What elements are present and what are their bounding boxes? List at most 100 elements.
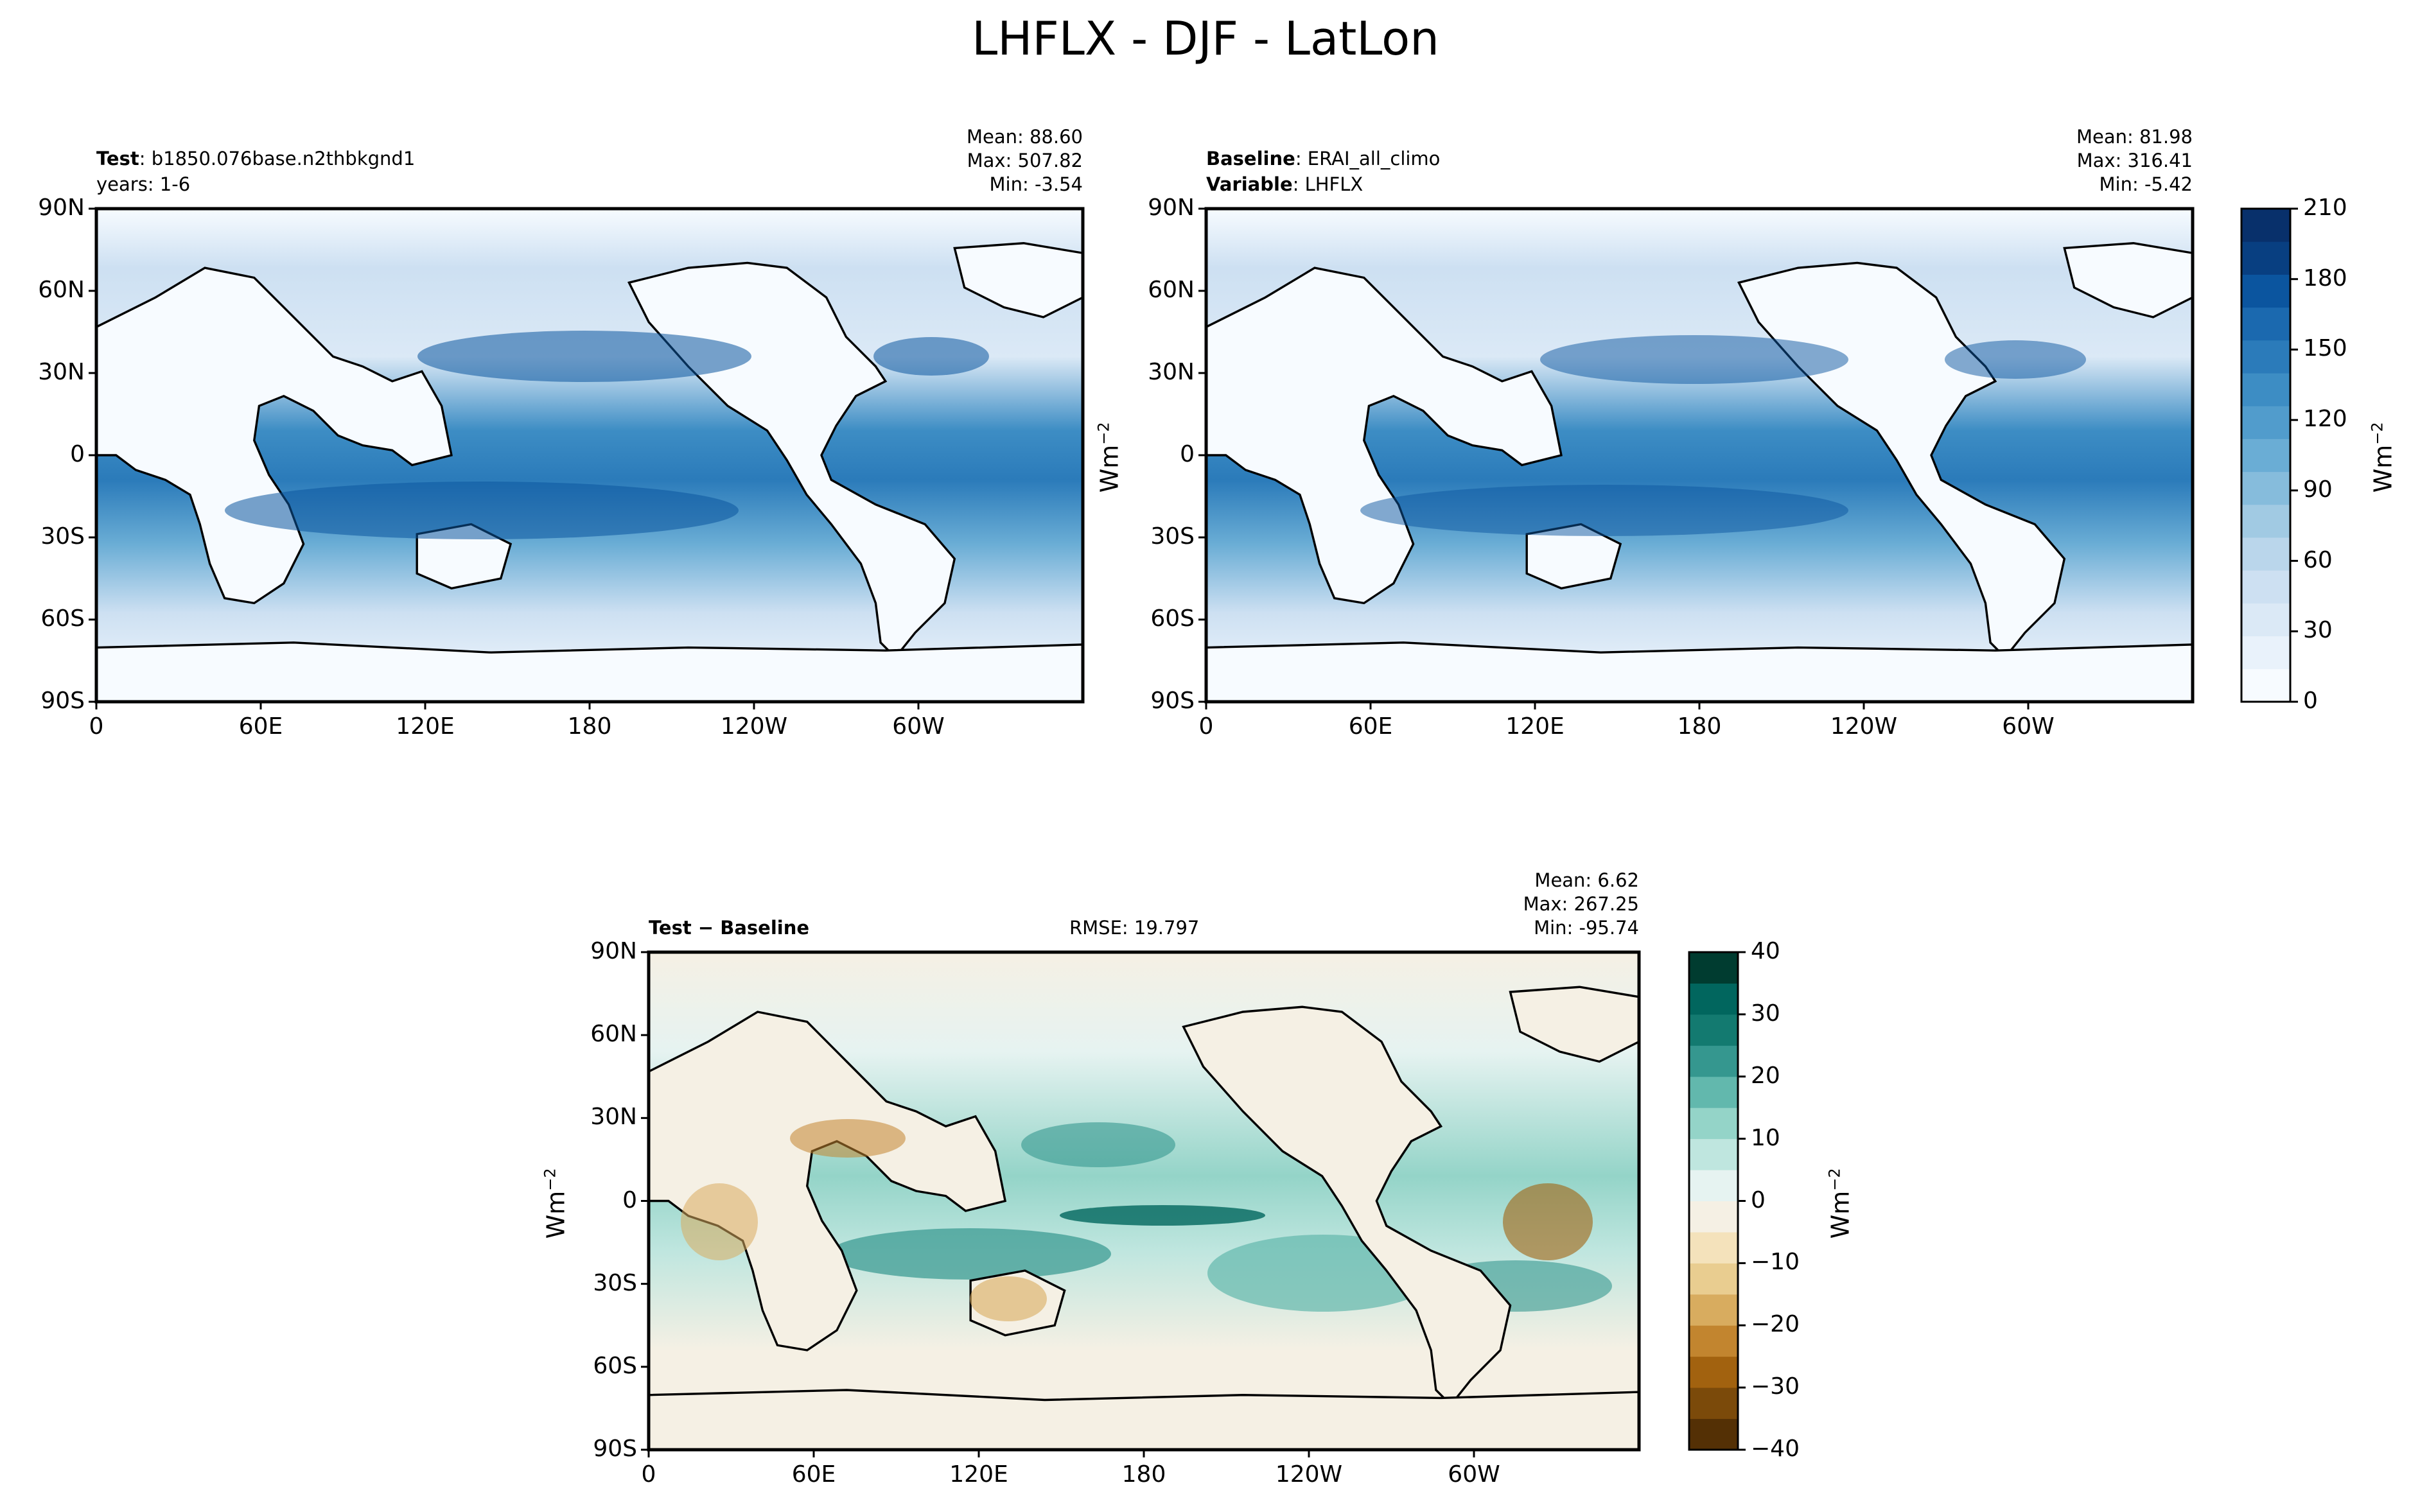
axis-ticks xyxy=(89,207,2030,1457)
colorbar-level xyxy=(1689,1170,1738,1201)
difference-stat-max: Max: 267.25 xyxy=(1523,893,1639,915)
colorbar-level xyxy=(2241,636,2290,670)
colorbar-level xyxy=(2241,340,2290,374)
x-tick-label: 60E xyxy=(1348,713,1393,740)
colorbar-level xyxy=(1689,1201,1738,1233)
colorbar1-unit-text: Wm xyxy=(2369,444,2398,493)
y-tick-label: 0 xyxy=(622,1186,637,1213)
y-tick-label: 90S xyxy=(1150,688,1195,714)
rmse-label: RMSE: 19.797 xyxy=(1069,917,1200,939)
figure-title: LHFLX - DJF - LatLon xyxy=(972,12,1439,65)
y-tick-label: 60S xyxy=(1150,605,1195,632)
y-tick-label: 30N xyxy=(590,1104,637,1131)
x-tick-label: 180 xyxy=(1677,713,1722,740)
baseline-label-text: : ERAI_all_climo xyxy=(1295,148,1441,169)
test-label-bold: Test xyxy=(96,148,139,169)
colorbar-tick-label: 0 xyxy=(2303,688,2318,714)
x-tick-label: 120W xyxy=(1275,1461,1343,1488)
colorbar-tick-label: −20 xyxy=(1751,1311,1800,1338)
colorbar-level xyxy=(1689,1356,1738,1388)
y-tick-label: 0 xyxy=(70,441,85,467)
x-tick-label: 120E xyxy=(1505,713,1565,740)
colorbar-level xyxy=(2241,439,2290,473)
colorbar-tick-label: 90 xyxy=(2303,476,2333,503)
y-tick-label: 0 xyxy=(1180,441,1195,467)
y-tick-label: 30N xyxy=(38,359,85,385)
y-tick-label: 30S xyxy=(593,1269,637,1296)
difference-stat-min: Min: -95.74 xyxy=(1534,917,1639,939)
colorbar-level xyxy=(2241,504,2290,538)
colorbar-tick-label: 210 xyxy=(2303,195,2347,221)
y-tick-label: 60S xyxy=(40,605,85,632)
colorbar-tick-label: −10 xyxy=(1751,1249,1800,1276)
colorbar-level xyxy=(2241,373,2290,406)
baseline-stat-min: Min: -5.42 xyxy=(2099,173,2193,195)
colorbar-tick-label: 20 xyxy=(1751,1062,1780,1089)
colorbar-tick-label: 120 xyxy=(2303,406,2347,433)
baseline-ocean-bands xyxy=(1360,335,2086,536)
difference-land-anomalies xyxy=(681,1119,1593,1321)
colorbar2-unit-text: Wm xyxy=(1826,1190,1855,1239)
colorbar-level xyxy=(1689,952,1738,984)
colorbar-level xyxy=(1689,1138,1738,1170)
x-tick-label: 180 xyxy=(567,713,612,740)
colorbar-level xyxy=(2241,406,2290,439)
y-tick-label: 90S xyxy=(593,1436,637,1462)
x-tick-label: 120W xyxy=(720,713,788,740)
colorbar-level xyxy=(1689,1263,1738,1295)
colorbar-level xyxy=(1689,1076,1738,1108)
colorbar-level xyxy=(1689,1387,1738,1420)
x-tick-label: 120W xyxy=(1830,713,1898,740)
x-tick-label: 60W xyxy=(892,713,945,740)
baseline-label-bold: Baseline xyxy=(1206,148,1295,169)
colorbar-level xyxy=(1689,1294,1738,1326)
colorbar-level xyxy=(1689,1418,1738,1450)
x-tick-label: 120E xyxy=(949,1461,1008,1488)
colorbar-level xyxy=(2241,307,2290,341)
x-tick-label: 180 xyxy=(1121,1461,1166,1488)
x-tick-label: 0 xyxy=(89,713,104,740)
y-tick-label: 30S xyxy=(1150,523,1195,550)
baseline-stat-mean: Mean: 81.98 xyxy=(2076,126,2193,148)
difference-panel xyxy=(647,950,1641,1452)
colorbar-frame xyxy=(2240,207,2292,703)
baseline-label: Baseline: ERAI_all_climo xyxy=(1206,148,1440,169)
test-stat-min: Min: -3.54 xyxy=(989,173,1083,195)
colorbar-level xyxy=(1689,983,1738,1015)
colorbar-level xyxy=(2241,471,2290,505)
baseline-y-unit-exp: −2 xyxy=(1094,422,1113,445)
variable-label: Variable: LHFLX xyxy=(1206,173,1363,195)
colorbar2-unit-exp: −2 xyxy=(1825,1168,1844,1191)
test-label-text: : b1850.076base.n2thbkgnd1 xyxy=(139,148,416,169)
colorbar-tick-label: 150 xyxy=(2303,335,2347,362)
x-tick-label: 0 xyxy=(1198,713,1214,740)
difference-y-unit-exp: −2 xyxy=(541,1168,559,1191)
colorbar-level xyxy=(2241,241,2290,275)
colorbar-level xyxy=(2241,537,2290,571)
x-tick-label: 0 xyxy=(641,1461,656,1488)
baseline-panel xyxy=(1204,207,2195,704)
test-stat-mean: Mean: 88.60 xyxy=(966,126,1083,148)
variable-label-text: : LHFLX xyxy=(1292,173,1363,195)
difference-label: Test − Baseline xyxy=(649,917,809,939)
test-baseline-colorbar xyxy=(2240,207,2298,703)
colorbar2-unit: Wm−2 xyxy=(1826,1168,1855,1238)
colorbar-level xyxy=(2241,668,2290,702)
y-tick-label: 60N xyxy=(38,277,85,303)
colorbar-level xyxy=(2241,570,2290,604)
colorbar1-unit-exp: −2 xyxy=(2368,422,2387,445)
colorbar-tick-label: 30 xyxy=(1751,1000,1780,1027)
y-tick-label: 30N xyxy=(1148,359,1195,385)
variable-label-bold: Variable xyxy=(1206,173,1293,195)
y-tick-label: 90N xyxy=(590,938,637,964)
y-tick-label: 30S xyxy=(40,523,85,550)
x-tick-label: 120E xyxy=(396,713,455,740)
test-stat-max: Max: 507.82 xyxy=(967,150,1083,171)
colorbar-level xyxy=(1689,1325,1738,1357)
colorbar-level xyxy=(2241,603,2290,637)
test-sublabel: years: 1-6 xyxy=(96,173,191,195)
colorbar-level xyxy=(1689,1045,1738,1077)
x-tick-label: 60W xyxy=(2002,713,2055,740)
difference-colorbar xyxy=(1688,951,1746,1451)
baseline-stat-max: Max: 316.41 xyxy=(2076,150,2193,171)
